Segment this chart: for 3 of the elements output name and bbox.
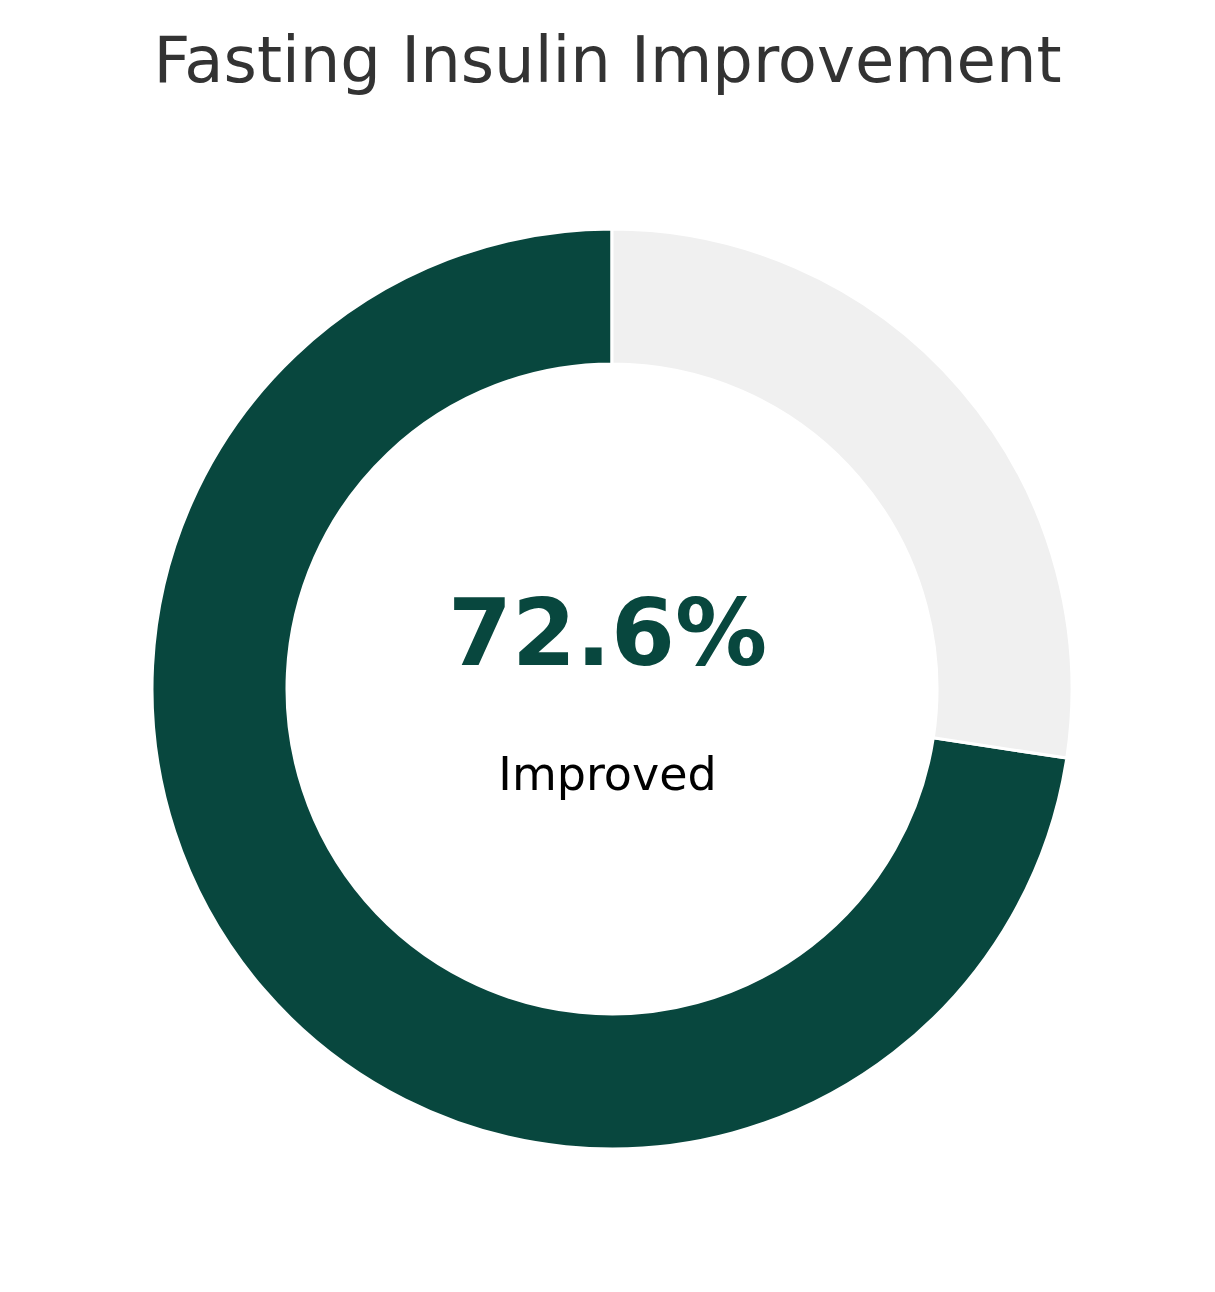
chart-title: Fasting Insulin Improvement	[152, 22, 1063, 98]
slice-label: Improved	[497, 746, 718, 802]
data-label: 72.6%	[446, 579, 769, 689]
